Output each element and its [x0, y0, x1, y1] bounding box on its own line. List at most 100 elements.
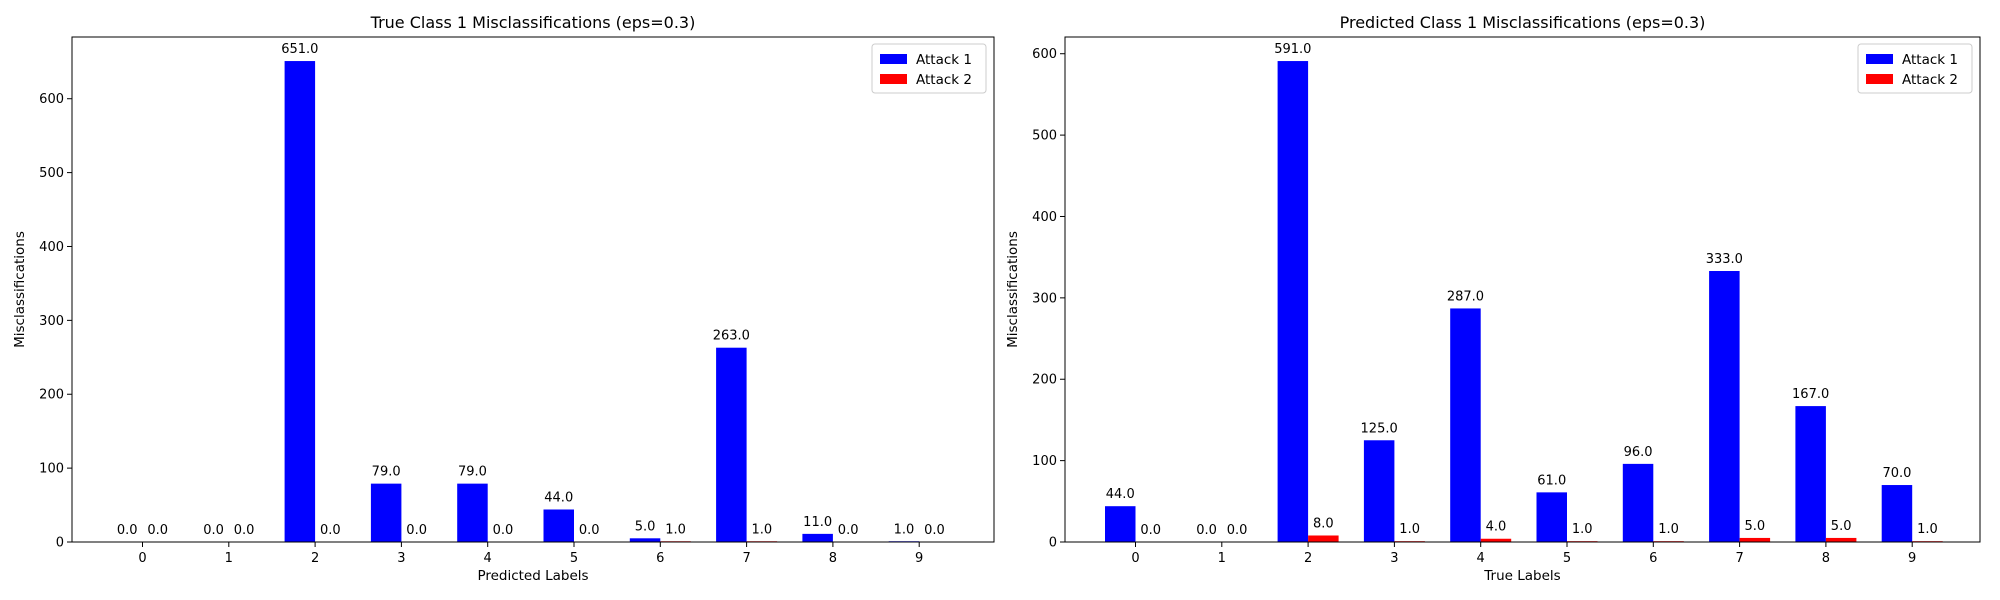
bar-attack1-8 [802, 533, 833, 542]
y-tick-label: 400 [1032, 210, 1057, 225]
y-tick-label: 300 [1032, 291, 1057, 306]
bar-attack1-7 [716, 347, 747, 542]
x-tick-label: 7 [742, 551, 750, 566]
bar-attack1-9 [1881, 485, 1913, 542]
bar-attack1-6 [629, 538, 661, 542]
bar-attack1-8 [1795, 406, 1826, 542]
bar-attack1-4 [1450, 308, 1481, 542]
x-tick-label: 8 [829, 551, 837, 566]
bar-attack2-2 [1308, 535, 1339, 542]
data-label: 0.0 [838, 523, 859, 538]
data-label: 96.0 [1624, 445, 1653, 460]
chart-panel-0: True Class 1 Misclassifications (eps=0.3… [12, 13, 995, 584]
legend-swatch-attack1 [1866, 54, 1893, 64]
x-tick-label: 9 [1908, 551, 1916, 566]
bar-attack1-5 [543, 509, 574, 542]
x-tick-label: 6 [656, 551, 664, 566]
y-tick-label: 100 [1032, 454, 1057, 469]
y-tick-label: 400 [39, 240, 64, 255]
legend-swatch-attack2 [1866, 74, 1893, 84]
y-tick-label: 100 [39, 462, 64, 477]
y-tick-label: 500 [39, 166, 64, 181]
chart-panel-1: Predicted Class 1 Misclassifications (ep… [1005, 13, 1981, 584]
data-label: 1.0 [1917, 522, 1938, 537]
data-label: 287.0 [1447, 289, 1484, 304]
x-tick-label: 9 [915, 551, 923, 566]
data-label: 0.0 [203, 523, 224, 538]
y-tick-label: 600 [39, 92, 64, 107]
plot-frame [71, 36, 995, 543]
data-label: 79.0 [372, 465, 401, 480]
data-label: 0.0 [1140, 523, 1161, 538]
y-tick-label: 500 [1032, 129, 1057, 144]
data-label: 1.0 [1572, 522, 1593, 537]
bar-attack1-6 [1622, 463, 1654, 542]
data-label: 1.0 [1399, 522, 1420, 537]
bar-attack1-3 [1363, 440, 1395, 542]
data-label: 0.0 [1227, 523, 1248, 538]
x-tick-label: 0 [138, 551, 146, 566]
y-tick-label: 600 [1032, 47, 1057, 62]
x-tick-label: 3 [397, 551, 405, 566]
x-tick-label: 7 [1735, 551, 1743, 566]
y-tick-label: 300 [39, 314, 64, 329]
data-label: 1.0 [665, 522, 686, 537]
x-tick-label: 4 [484, 551, 492, 566]
data-label: 0.0 [234, 523, 255, 538]
data-label: 44.0 [1106, 487, 1135, 502]
legend-label: Attack 2 [916, 72, 972, 88]
data-label: 167.0 [1792, 387, 1829, 402]
data-label: 0.0 [320, 523, 341, 538]
x-tick-label: 4 [1477, 551, 1485, 566]
data-label: 651.0 [281, 42, 318, 57]
x-tick-label: 5 [570, 551, 578, 566]
y-axis-label: Misclassifications [1005, 231, 1021, 348]
data-label: 1.0 [894, 522, 915, 537]
x-tick-label: 0 [1131, 551, 1139, 566]
x-tick-label: 2 [1304, 551, 1312, 566]
legend-label: Attack 1 [1902, 52, 1958, 68]
y-tick-label: 200 [39, 388, 64, 403]
x-tick-label: 6 [1649, 551, 1657, 566]
data-label: 0.0 [147, 523, 168, 538]
data-label: 5.0 [635, 519, 656, 534]
y-axis-label: Misclassifications [12, 231, 28, 348]
x-axis-label: True Labels [1483, 568, 1560, 584]
data-label: 0.0 [406, 523, 427, 538]
data-label: 0.0 [1196, 523, 1217, 538]
data-label: 333.0 [1706, 252, 1743, 267]
bar-attack2-8 [1825, 537, 1857, 542]
x-tick-label: 1 [1218, 551, 1226, 566]
legend-label: Attack 1 [916, 52, 972, 68]
legend-swatch-attack1 [880, 54, 907, 64]
data-label: 5.0 [1745, 519, 1766, 534]
y-tick-label: 0 [1049, 536, 1057, 551]
legend-label: Attack 2 [1902, 72, 1958, 88]
data-label: 0.0 [493, 523, 514, 538]
bar-attack1-0 [1105, 506, 1136, 542]
data-label: 8.0 [1313, 516, 1334, 531]
data-label: 0.0 [579, 523, 600, 538]
data-label: 4.0 [1486, 520, 1507, 535]
y-tick-label: 200 [1032, 373, 1057, 388]
bar-attack1-3 [370, 483, 402, 542]
chart-title: Predicted Class 1 Misclassifications (ep… [1340, 13, 1706, 32]
legend-swatch-attack2 [880, 74, 907, 84]
bar-attack1-2 [284, 61, 316, 543]
data-label: 0.0 [117, 523, 138, 538]
bar-attack2-7 [1739, 537, 1771, 542]
data-label: 61.0 [1537, 473, 1566, 488]
bar-attack1-2 [1277, 61, 1309, 543]
x-tick-label: 3 [1390, 551, 1398, 566]
data-label: 11.0 [803, 515, 832, 530]
data-label: 5.0 [1831, 519, 1852, 534]
x-tick-label: 2 [311, 551, 319, 566]
x-tick-label: 5 [1563, 551, 1571, 566]
data-label: 79.0 [458, 465, 487, 480]
x-tick-label: 1 [225, 551, 233, 566]
x-axis-label: Predicted Labels [477, 568, 588, 584]
bar-attack1-4 [457, 483, 488, 542]
data-label: 70.0 [1882, 466, 1911, 481]
y-tick-label: 0 [56, 536, 64, 551]
data-label: 263.0 [713, 329, 750, 344]
